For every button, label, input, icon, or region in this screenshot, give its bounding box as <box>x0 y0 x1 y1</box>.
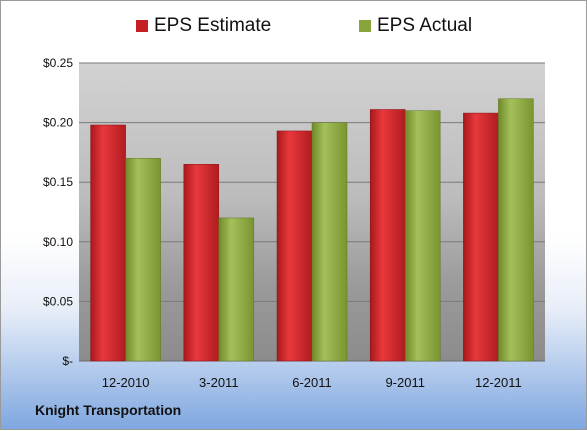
bar-eps-estimate <box>90 124 126 362</box>
y-tick-label: $0.15 <box>43 175 73 189</box>
x-tick-label: 12-2011 <box>475 375 522 390</box>
legend-swatch-actual <box>359 20 371 32</box>
y-tick-label: $0.20 <box>43 116 73 130</box>
bar-eps-actual <box>311 122 348 362</box>
bar-eps-actual <box>498 98 534 362</box>
bar-eps-actual <box>125 158 161 362</box>
x-tick-label: 3-2011 <box>199 375 239 390</box>
legend-item-actual: EPS Actual <box>359 15 472 37</box>
bar-eps-estimate <box>369 109 406 362</box>
y-tick-label: $- <box>62 354 73 368</box>
y-tick-label: $0.25 <box>43 56 73 70</box>
x-tick-label: 9-2011 <box>385 375 425 390</box>
legend-label-estimate: EPS Estimate <box>154 15 272 36</box>
bar-eps-estimate <box>276 130 313 362</box>
bar-eps-estimate <box>183 164 220 362</box>
legend-swatch-estimate <box>136 20 148 32</box>
y-tick-label: $0.10 <box>43 235 73 249</box>
company-caption: Knight Transportation <box>35 402 182 418</box>
bar-eps-actual <box>404 110 441 362</box>
bar-eps-actual <box>218 217 255 362</box>
x-tick-label: 6-2011 <box>292 375 332 390</box>
legend-item-estimate: EPS Estimate <box>136 15 271 37</box>
bar-eps-estimate <box>463 112 499 362</box>
legend-label-actual: EPS Actual <box>377 15 473 36</box>
x-tick-label: 12-2010 <box>102 375 150 390</box>
y-tick-label: $0.05 <box>43 294 73 308</box>
legend: EPS Estimate EPS Actual <box>1 15 586 39</box>
